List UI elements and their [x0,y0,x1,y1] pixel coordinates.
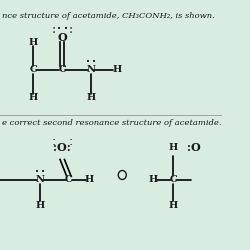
Text: N: N [87,66,96,74]
Text: H: H [169,200,178,209]
Text: H: H [29,93,38,102]
Text: :: : [69,23,73,36]
Text: N: N [36,176,44,184]
Text: •: • [41,170,45,175]
Text: C: C [30,66,37,74]
Text: C: C [170,176,177,184]
Text: C: C [65,176,73,184]
Text: C: C [58,66,66,74]
Text: nce structure of acetamide, CH₃CONH₂, is shown.: nce structure of acetamide, CH₃CONH₂, is… [2,12,215,20]
Text: H: H [86,93,96,102]
Text: H: H [149,176,158,184]
Text: :: : [52,135,56,148]
Text: •: • [64,26,68,32]
Text: :O: :O [186,142,200,153]
Text: H: H [84,176,94,184]
Text: H: H [112,66,121,74]
Text: H: H [169,143,178,152]
Text: •: • [35,170,39,175]
Text: •: • [92,59,96,65]
Text: :: : [68,135,73,148]
Text: •: • [86,59,90,65]
Text: H: H [36,200,45,209]
Text: :O:: :O: [53,142,71,153]
Text: H: H [29,38,38,47]
Text: O: O [57,32,67,43]
Text: e correct second resonance structure of acetamide.: e correct second resonance structure of … [2,119,222,127]
Text: •: • [57,26,61,32]
Text: :: : [52,23,56,36]
